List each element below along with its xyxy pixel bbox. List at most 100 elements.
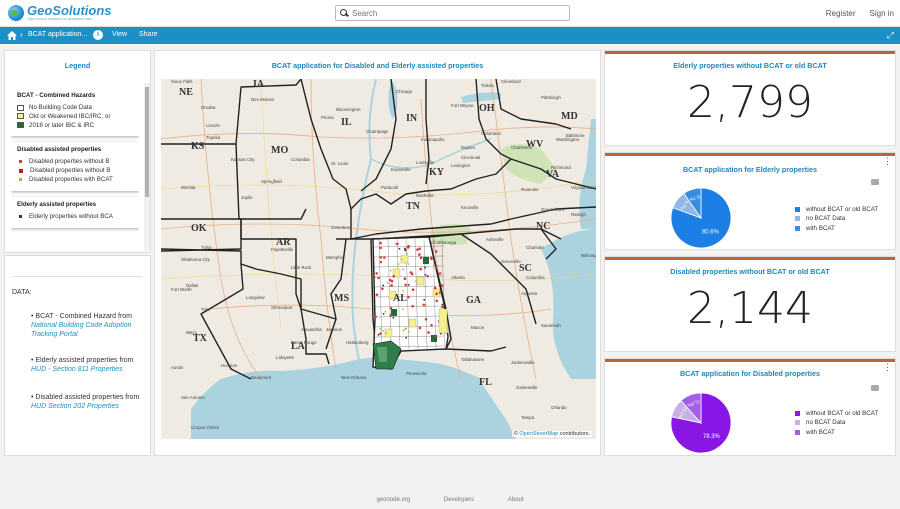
city-label: Sioux Falls — [171, 79, 193, 84]
disabled-pie-chart[interactable]: 78.3% 10.1%11.6% — [667, 391, 735, 455]
legend-item: Elderly properties without BCA — [17, 213, 134, 220]
city-label: Lincoln — [206, 123, 220, 128]
more-options-icon[interactable]: ⋮ — [883, 362, 892, 372]
city-label: Topeka — [206, 135, 221, 140]
more-options-icon[interactable]: ⋮ — [883, 156, 892, 166]
disabled-chart-title: BCAT application for Disabled properties — [679, 369, 821, 378]
city-label: Jackson — [326, 327, 343, 332]
city-label: Indianapolis — [421, 137, 445, 142]
city-label: Fort Wayne — [451, 103, 474, 108]
camera-icon[interactable] — [871, 179, 879, 185]
pie-slice-label: 9.7% — [689, 194, 700, 202]
city-label: Columbia — [526, 275, 545, 280]
elderly-chart-panel: ⋮ BCAT application for Elderly propertie… — [604, 152, 896, 250]
camera-icon[interactable] — [871, 385, 879, 391]
signin-link[interactable]: Sign in — [869, 9, 894, 18]
legend-item: Disabled properties without B — [17, 158, 134, 165]
city-label: St. Louis — [331, 161, 349, 166]
share-button[interactable]: Share — [139, 31, 158, 38]
city-label: Roanoke — [521, 187, 539, 192]
city-label: Omaha — [201, 105, 216, 110]
globe-icon — [8, 4, 24, 21]
state-label-nc: NC — [536, 221, 550, 232]
pie-slice[interactable] — [680, 392, 702, 425]
state-label-sc: SC — [519, 263, 532, 274]
dashboard-toolbar: › BCAT application... i View Share ⤢ — [0, 27, 900, 44]
city-label: Wichita — [181, 185, 196, 190]
city-label: Tallahassee — [461, 357, 485, 362]
city-label: Dallas — [186, 283, 199, 288]
city-label: Columbia — [291, 157, 310, 162]
city-label: Cincinnati — [461, 155, 480, 160]
expand-icon[interactable]: ⤢ — [886, 30, 894, 40]
city-label: Peoria — [321, 115, 334, 120]
city-label: Tyler — [201, 307, 211, 312]
state-label-md: MD — [561, 111, 578, 122]
footer: geonode.org Developers About — [0, 497, 900, 503]
osm-link[interactable]: OpenStreetMap — [519, 431, 559, 437]
legend-group-disabled: Disabled assisted properties Disabled pr… — [11, 142, 139, 191]
legend-entry[interactable]: without BCAT or old BCAT — [795, 206, 878, 213]
search-input[interactable] — [352, 8, 552, 18]
legend-item: 2018 or later IBC & IRC — [17, 122, 134, 129]
source-link[interactable]: HUD - Section 811 Properties — [31, 366, 123, 373]
state-label-oh: OH — [479, 103, 495, 114]
city-label: Dayton — [461, 145, 475, 150]
pie-slice-label: 10.1% — [678, 406, 689, 420]
home-icon[interactable] — [6, 30, 18, 41]
legend-entry[interactable]: without BCAT or old BCAT — [795, 410, 878, 417]
city-label: Cleveland — [501, 79, 521, 84]
footer-link[interactable]: Developers — [443, 497, 475, 503]
register-link[interactable]: Register — [825, 9, 856, 18]
legend-entry[interactable]: with BCAT — [795, 225, 878, 232]
footer-link[interactable]: geonode.org — [376, 497, 411, 503]
disabled-kpi-panel: Disabled properties without BCAT or old … — [604, 256, 896, 352]
info-icon[interactable]: i — [93, 30, 103, 40]
city-label: Evansville — [391, 167, 411, 172]
brand-logo[interactable]: GeoSolutions Open source solutions for g… — [8, 4, 112, 21]
elderly-kpi-panel: Elderly properties without BCAT or old B… — [604, 50, 896, 146]
footer-link[interactable]: About — [507, 497, 524, 503]
elderly-pie-chart[interactable]: 80.6% 9.7%9.7% — [667, 186, 735, 250]
legend-entry[interactable]: with BCAT — [795, 429, 878, 436]
legend-entry[interactable]: no BCAT Data — [795, 215, 878, 222]
legend-group-hazards: BCAT - Combined Hazards No Building Code… — [11, 88, 139, 137]
city-label: Paducah — [381, 185, 399, 190]
source-link[interactable]: HUD Section 202 Properties — [31, 403, 119, 410]
city-label: Houston — [221, 363, 238, 368]
pie-slice[interactable] — [683, 187, 702, 220]
legend-item: Disabled properties with BCAT — [17, 176, 134, 183]
city-label: Fayetteville — [271, 247, 294, 252]
data-entry: • Elderly assisted properties from HUD -… — [31, 356, 149, 374]
legend-item: No Building Code Data — [17, 104, 134, 111]
city-label: Champaign — [366, 129, 389, 134]
state-label-ok: OK — [191, 223, 207, 234]
state-label-ar: AR — [276, 237, 291, 248]
legend-entry[interactable]: no BCAT Data — [795, 419, 878, 426]
view-button[interactable]: View — [112, 31, 128, 38]
map-attribution: © OpenStreetMap contributors. — [511, 431, 592, 437]
legend-title: Legend — [64, 61, 91, 70]
city-label: Memphis — [326, 255, 345, 260]
city-label: Beaumont — [251, 375, 272, 380]
city-label: Macon — [471, 325, 485, 330]
city-label: Longview — [246, 295, 265, 300]
source-link[interactable]: National Building Code Adoption Tracking… — [31, 322, 132, 338]
elderly-kpi-value: 2,799 — [687, 77, 813, 128]
map-viewport[interactable]: NE IA IL IN OH MD WV KS MO KY VA TN NC OK AR SC MS AL GA TX… — [161, 79, 596, 439]
city-label: Atlanta — [451, 275, 465, 280]
legend-scrollbar[interactable] — [144, 83, 150, 251]
city-label: New Orleans — [341, 375, 367, 380]
search-icon[interactable] — [336, 6, 352, 20]
state-label-ky: KY — [429, 167, 445, 178]
city-label: Bloomington — [336, 107, 361, 112]
data-heading: DATA: — [12, 289, 32, 296]
disabled-kpi-value: 2,144 — [687, 283, 813, 334]
breadcrumb-title[interactable]: BCAT application... — [28, 31, 88, 38]
city-label: San Antonio — [181, 395, 205, 400]
state-label-tn: TN — [406, 201, 421, 212]
search-box[interactable] — [335, 5, 570, 21]
state-label-wv: WV — [526, 139, 544, 150]
city-label: Asheville — [486, 237, 504, 242]
city-label: Baltimore — [566, 133, 585, 138]
